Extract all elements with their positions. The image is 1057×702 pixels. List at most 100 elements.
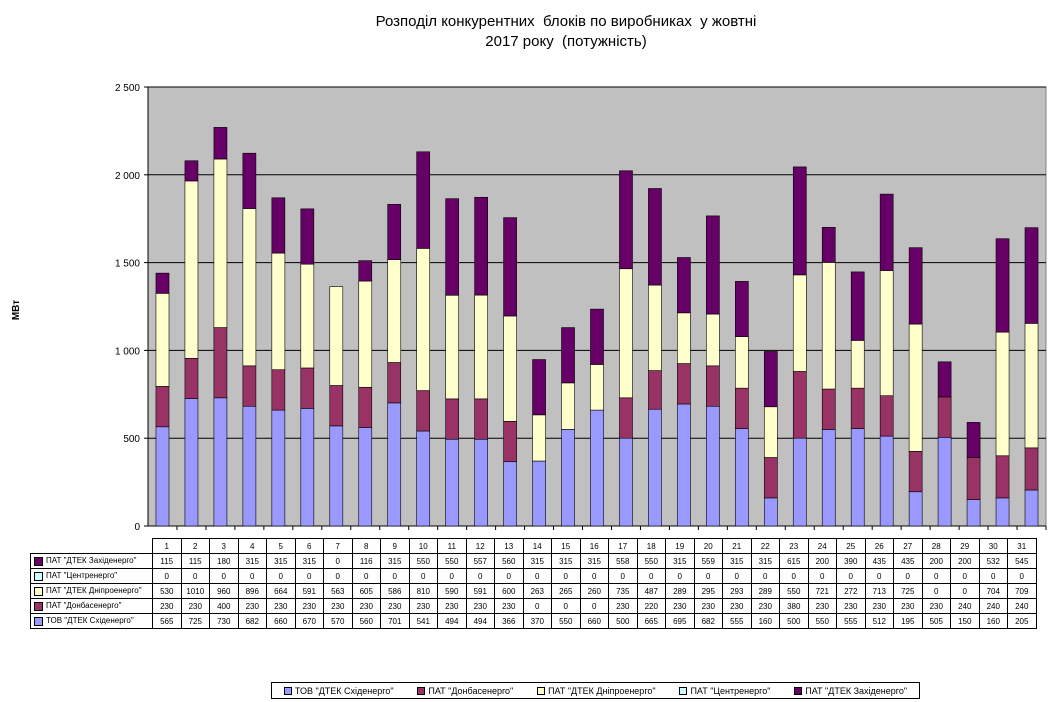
data-label: 200	[921, 553, 951, 569]
bar-segment	[474, 294, 488, 400]
series-swatch	[34, 616, 43, 626]
bar-segment	[735, 387, 749, 429]
x-tick-label: 12	[465, 538, 495, 554]
data-label: 230	[836, 598, 866, 614]
bar-segment	[532, 414, 546, 462]
data-label: 315	[522, 553, 552, 569]
table-row: ПАТ "Центренерго" 0 0 0 0 0 0 0 0 0 0 0 0 0 0 0 0 0 0 0 0 0 0 0…	[30, 568, 1037, 584]
bar-segment	[792, 437, 807, 527]
x-tick-label: 20	[693, 538, 723, 554]
data-label: 670	[294, 613, 324, 629]
bar-segment	[416, 430, 431, 527]
data-label: 550	[779, 583, 809, 599]
x-tick-label: 22	[750, 538, 780, 554]
bar-segment	[937, 437, 952, 527]
data-label: 115	[152, 553, 182, 569]
data-label: 230	[921, 598, 951, 614]
data-label: 713	[864, 583, 894, 599]
series-label: ПАТ "ДТЕК Дніпроенерго"	[30, 583, 153, 599]
bar-segment	[503, 461, 517, 527]
data-label: 295	[693, 583, 723, 599]
bar-segment	[966, 457, 981, 500]
bar-segment	[1024, 489, 1039, 527]
bar-segment	[358, 260, 373, 282]
bar-segment	[995, 331, 1010, 457]
data-label: 0	[636, 568, 666, 584]
x-tick-label: 24	[807, 538, 837, 554]
bar-segment	[677, 312, 691, 364]
data-label: 240	[1007, 598, 1037, 614]
data-label: 205	[1007, 613, 1037, 629]
data-label: 0	[950, 568, 980, 584]
bar-segment	[590, 308, 604, 365]
data-label: 315	[294, 553, 324, 569]
bar-segment	[995, 455, 1010, 499]
legend-item: ПАТ "Центренерго"	[679, 686, 770, 696]
data-label: 240	[978, 598, 1008, 614]
series-label: ТОВ "ДТЕК Східенерго"	[30, 613, 153, 629]
series-label: ПАТ "ДТЕК Західенерго"	[30, 553, 153, 569]
bar-segment	[908, 491, 923, 527]
legend-swatch	[417, 686, 426, 695]
data-label: 0	[665, 568, 695, 584]
data-label: 0	[551, 568, 581, 584]
bar-segment	[300, 263, 315, 369]
bar-segment	[387, 259, 402, 363]
data-label: 0	[722, 568, 752, 584]
data-label: 380	[779, 598, 809, 614]
x-tick-label: 30	[978, 538, 1008, 554]
bar-segment	[648, 284, 662, 371]
data-label: 240	[950, 598, 980, 614]
bar-segment	[937, 396, 952, 438]
legend: ТОВ "ДТЕК Східенерго" ПАТ "Донбасенерго" П…	[271, 682, 920, 699]
data-label: 315	[380, 553, 410, 569]
data-label: 701	[380, 613, 410, 629]
data-label: 230	[266, 598, 296, 614]
data-label: 116	[351, 553, 381, 569]
data-label: 960	[209, 583, 239, 599]
bar-segment	[329, 425, 344, 527]
data-label: 0	[323, 568, 353, 584]
data-label: 494	[437, 613, 467, 629]
bar-segment	[850, 340, 865, 389]
data-label: 315	[237, 553, 267, 569]
data-label: 541	[408, 613, 438, 629]
data-label: 0	[522, 598, 552, 614]
legend-swatch	[283, 686, 292, 695]
series-label: ПАТ "Центренерго"	[30, 568, 153, 584]
bar-segment	[532, 359, 546, 416]
data-label: 230	[437, 598, 467, 614]
bar-segment	[619, 397, 633, 439]
data-label: 0	[180, 568, 210, 584]
data-label: 230	[893, 598, 923, 614]
data-label: 0	[408, 568, 438, 584]
data-label: 115	[180, 553, 210, 569]
bar-segment	[387, 402, 402, 527]
data-label: 896	[237, 583, 267, 599]
bar-segment	[503, 421, 517, 463]
data-label: 559	[693, 553, 723, 569]
bar-segment	[387, 204, 402, 260]
legend-label: ТОВ "ДТЕК Східенерго"	[294, 685, 394, 696]
bar-segment	[648, 408, 662, 527]
data-label: 565	[152, 613, 182, 629]
y-tick-label: 1 000	[115, 346, 140, 357]
x-tick-label: 23	[779, 538, 809, 554]
bar-segment	[184, 160, 199, 182]
data-label: 664	[266, 583, 296, 599]
bar-segment	[879, 435, 894, 527]
y-tick-label: 0	[134, 522, 140, 533]
data-label: 487	[636, 583, 666, 599]
series-label: ПАТ "Донбасенерго"	[30, 598, 153, 614]
data-label: 550	[807, 613, 837, 629]
bar-segment	[648, 188, 662, 286]
x-tick-label: 21	[722, 538, 752, 554]
data-label: 660	[266, 613, 296, 629]
bar-segment	[995, 238, 1010, 333]
data-label: 230	[807, 598, 837, 614]
data-label: 590	[437, 583, 467, 599]
data-label: 0	[494, 568, 524, 584]
y-tick-label: 500	[123, 434, 140, 445]
data-label: 500	[608, 613, 638, 629]
data-label: 682	[237, 613, 267, 629]
